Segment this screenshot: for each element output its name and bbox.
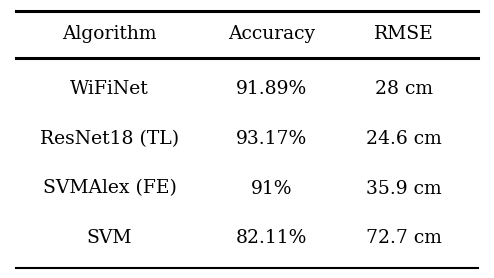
- Text: 35.9 cm: 35.9 cm: [367, 180, 442, 198]
- Text: ResNet18 (TL): ResNet18 (TL): [40, 130, 179, 148]
- Text: 28 cm: 28 cm: [375, 80, 433, 98]
- Text: 82.11%: 82.11%: [236, 229, 307, 247]
- Text: 93.17%: 93.17%: [236, 130, 307, 148]
- Text: Algorithm: Algorithm: [62, 25, 157, 43]
- Text: SVMAlex (FE): SVMAlex (FE): [42, 180, 176, 198]
- Text: 72.7 cm: 72.7 cm: [366, 229, 442, 247]
- Text: 24.6 cm: 24.6 cm: [367, 130, 442, 148]
- Text: 91.89%: 91.89%: [236, 80, 307, 98]
- Text: RMSE: RMSE: [374, 25, 434, 43]
- Text: WiFiNet: WiFiNet: [70, 80, 149, 98]
- Text: SVM: SVM: [87, 229, 132, 247]
- Text: Accuracy: Accuracy: [228, 25, 315, 43]
- Text: 91%: 91%: [251, 180, 292, 198]
